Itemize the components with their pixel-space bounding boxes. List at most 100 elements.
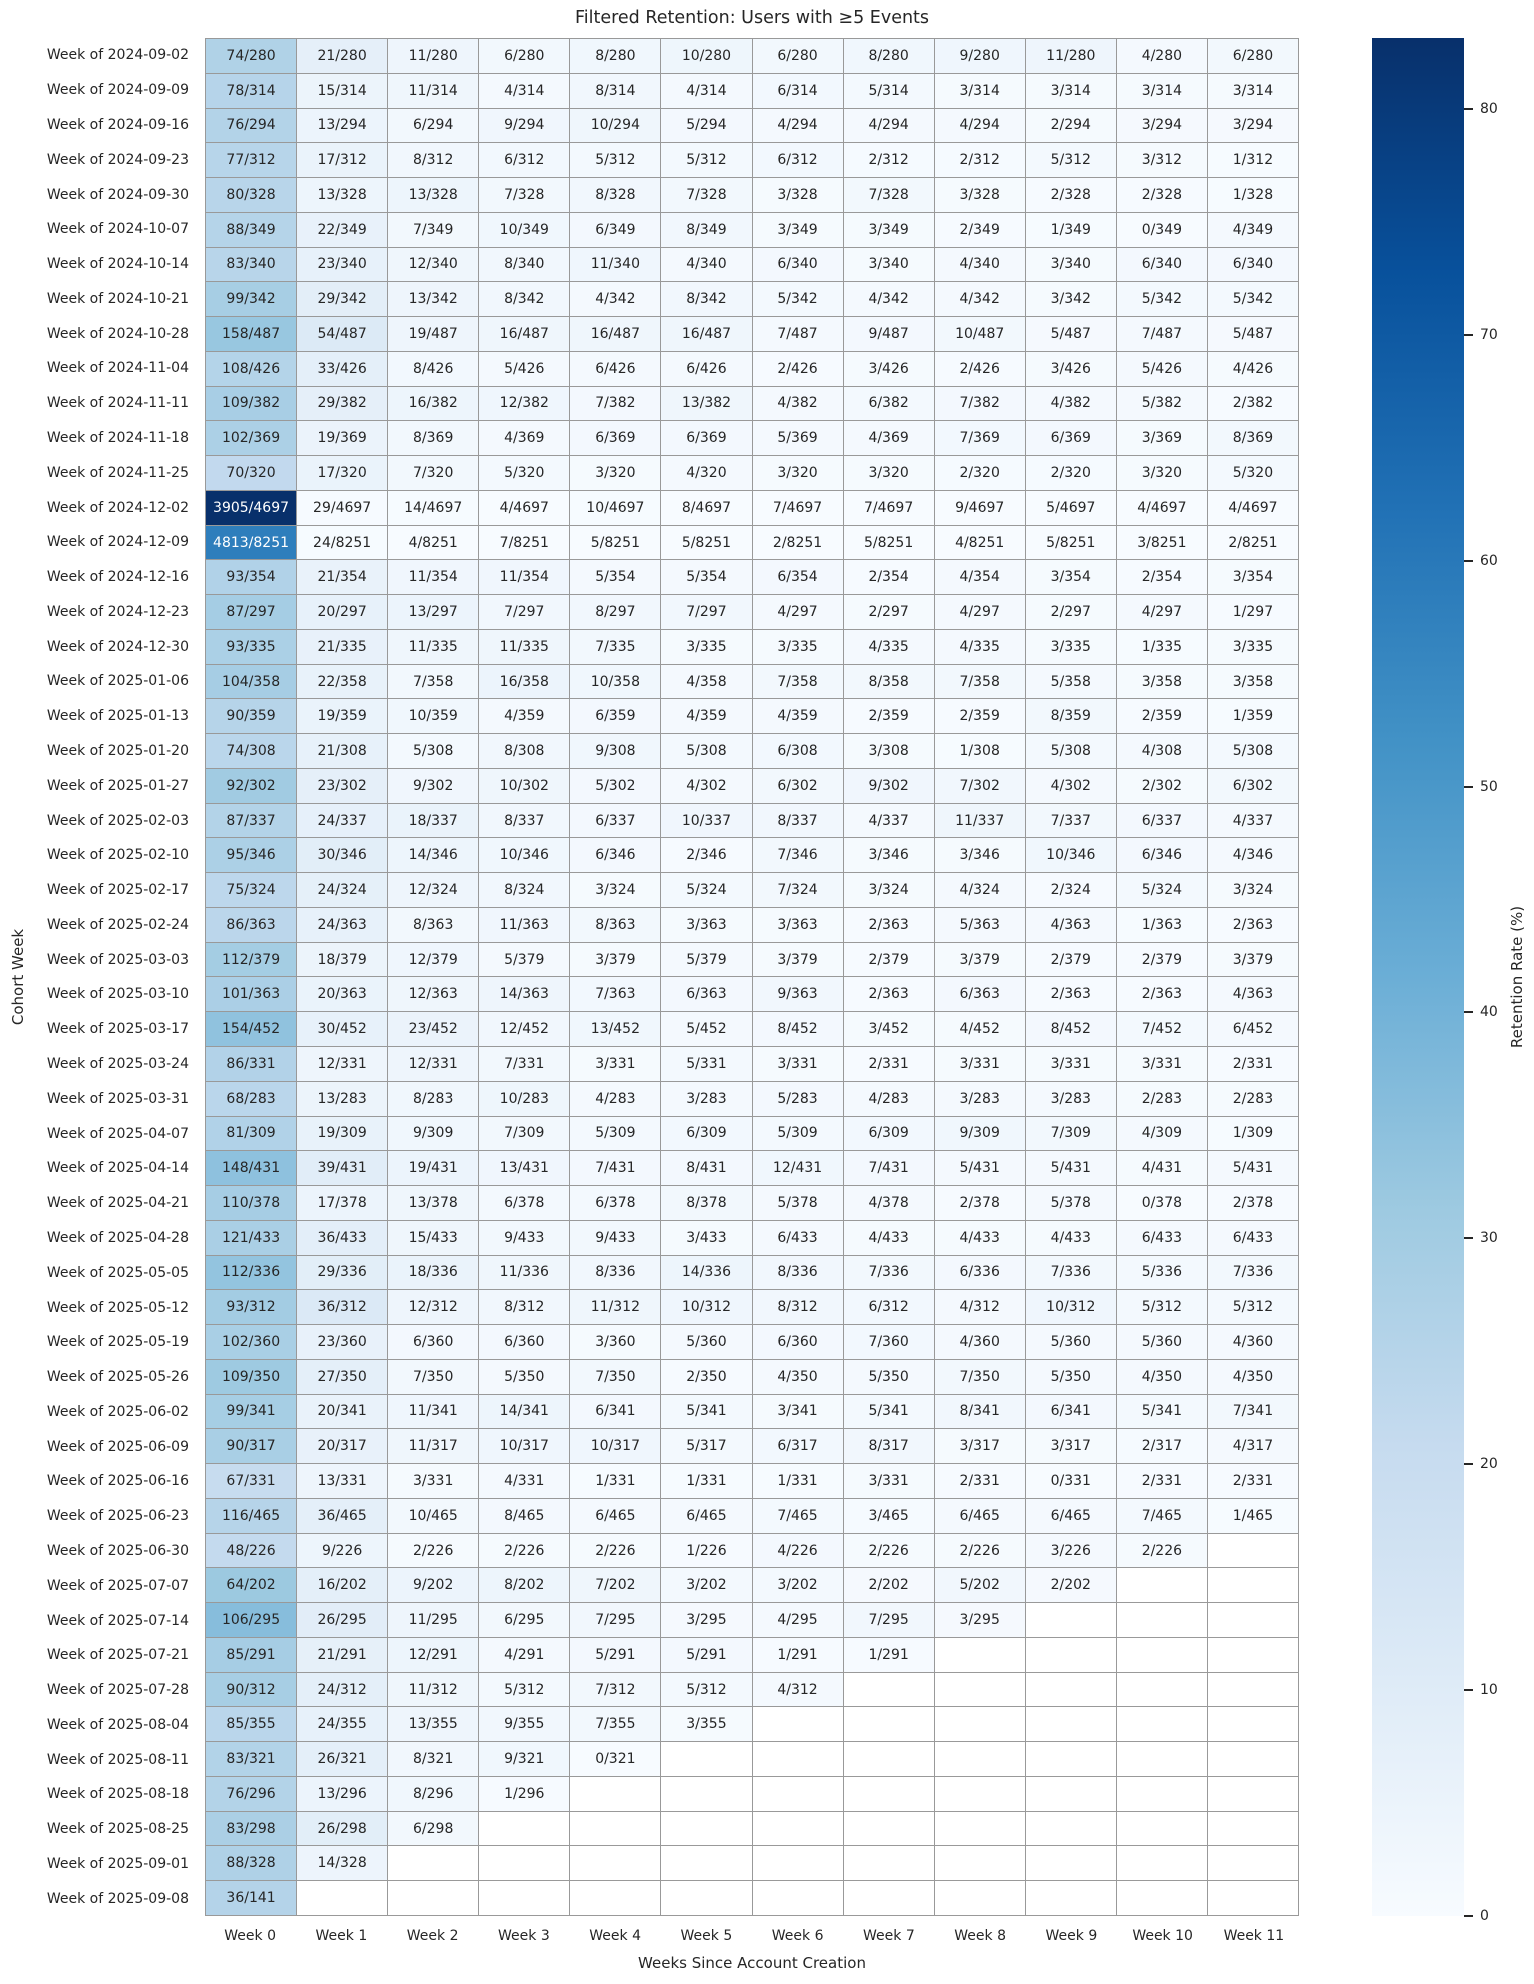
y-tick-label: Week of 2025-07-21 (46, 1647, 189, 1664)
heatmap-cell: 0/349 (1116, 212, 1207, 247)
heatmap-cell: 4/8251 (934, 525, 1025, 560)
heatmap-cell: 3/426 (843, 351, 934, 386)
heatmap-cell (388, 1846, 479, 1881)
heatmap-cell (1207, 1603, 1298, 1637)
heatmap-cell: 11/354 (388, 560, 479, 595)
heatmap-cell: 6/369 (570, 421, 661, 456)
heatmap-cell: 3/320 (1116, 456, 1207, 490)
heatmap-cell: 3/331 (934, 1047, 1025, 1081)
heatmap-cell: 3/358 (1116, 664, 1207, 699)
heatmap-cell: 99/342 (206, 282, 297, 317)
y-axis-tick-labels: Week of 2024-09-02 Week of 2024-09-09 Week… (0, 38, 197, 1916)
heatmap-cell: 14/341 (479, 1394, 570, 1429)
heatmap-cell: 92/302 (206, 768, 297, 803)
heatmap-cell: 2/324 (1025, 873, 1116, 907)
heatmap-cell: 23/452 (388, 1012, 479, 1047)
heatmap-cell: 4/342 (934, 282, 1025, 317)
y-tick-label: Week of 2025-08-11 (46, 1751, 189, 1768)
heatmap-cell: 4/350 (1116, 1359, 1207, 1394)
y-tick-label: Week of 2025-04-21 (46, 1195, 189, 1212)
heatmap-cell: 4/340 (934, 247, 1025, 282)
heatmap-cell: 158/487 (206, 317, 297, 351)
y-tick-label: Week of 2025-09-01 (46, 1856, 189, 1873)
heatmap-cell: 5/309 (752, 1116, 843, 1151)
heatmap-cell: 4/433 (934, 1220, 1025, 1255)
heatmap-cell: 2/331 (1207, 1464, 1298, 1498)
heatmap-cell (934, 1846, 1025, 1881)
heatmap-cell: 11/341 (388, 1394, 479, 1429)
heatmap-cell: 3/295 (934, 1603, 1025, 1637)
heatmap-cell: 12/431 (752, 1151, 843, 1186)
heatmap-cell: 30/346 (297, 838, 388, 873)
heatmap-cell: 4/280 (1116, 39, 1207, 73)
y-tick-label: Week of 2024-12-30 (46, 638, 189, 655)
heatmap-cell: 1/331 (752, 1464, 843, 1498)
heatmap-cell: 18/379 (297, 942, 388, 977)
heatmap-cell: 4/331 (479, 1464, 570, 1498)
heatmap-cell: 4/354 (934, 560, 1025, 595)
heatmap-cell: 87/297 (206, 595, 297, 629)
heatmap-cell: 1/331 (661, 1464, 752, 1498)
heatmap-cell: 2/426 (752, 351, 843, 386)
heatmap-cell: 8/369 (1207, 421, 1298, 456)
heatmap-cell: 6/433 (752, 1220, 843, 1255)
heatmap-cell: 5/336 (1116, 1255, 1207, 1290)
heatmap-cell (661, 1811, 752, 1846)
heatmap-cell (1207, 1568, 1298, 1603)
heatmap-cell: 7/295 (843, 1603, 934, 1637)
heatmap-cell: 4/350 (1207, 1359, 1298, 1394)
heatmap-cell: 112/336 (206, 1255, 297, 1290)
heatmap-cell: 6/302 (1207, 768, 1298, 803)
heatmap-cell: 93/335 (206, 629, 297, 664)
heatmap-cell: 29/336 (297, 1255, 388, 1290)
y-tick-label: Week of 2025-02-03 (46, 812, 189, 829)
heatmap-cell: 2/226 (570, 1533, 661, 1568)
heatmap-cell: 2/328 (1116, 178, 1207, 212)
heatmap-cell: 78/314 (206, 73, 297, 108)
y-tick-label: Week of 2025-02-24 (46, 916, 189, 933)
heatmap-cell: 11/312 (570, 1290, 661, 1325)
heatmap-cell: 4/294 (934, 108, 1025, 143)
heatmap-cell: 6/363 (661, 977, 752, 1012)
heatmap-cell: 93/354 (206, 560, 297, 595)
heatmap-cell: 8/317 (843, 1429, 934, 1464)
heatmap-cell: 9/302 (843, 768, 934, 803)
heatmap-cell (570, 1811, 661, 1846)
heatmap-cell: 6/336 (934, 1255, 1025, 1290)
heatmap-grid: 74/280 21/280 11/280 6/280 8/280 10/280 6/280 8… (205, 38, 1299, 1916)
heatmap-cell: 10/487 (934, 317, 1025, 351)
heatmap-cell (1207, 1707, 1298, 1742)
y-tick-label: Week of 2025-07-28 (46, 1682, 189, 1699)
heatmap-cell: 10/294 (570, 108, 661, 143)
heatmap-cell: 2/350 (661, 1359, 752, 1394)
y-tick-label: Week of 2025-01-27 (46, 777, 189, 794)
y-tick-label: Week of 2025-03-03 (46, 951, 189, 968)
heatmap-cell: 24/363 (297, 907, 388, 942)
heatmap-cell: 5/358 (1025, 664, 1116, 699)
heatmap-cell: 6/341 (570, 1394, 661, 1429)
heatmap-cell: 2/8251 (752, 525, 843, 560)
y-tick-label: Week of 2025-06-02 (46, 1403, 189, 1420)
heatmap-cell: 17/378 (297, 1186, 388, 1220)
y-tick-label: Week of 2024-10-21 (46, 290, 189, 307)
heatmap-cell: 5/320 (1207, 456, 1298, 490)
y-tick-label: Week of 2024-10-07 (46, 221, 189, 238)
heatmap-cell: 7/350 (570, 1359, 661, 1394)
heatmap-cell: 8/202 (479, 1568, 570, 1603)
colorbar-tick (1464, 1463, 1473, 1466)
heatmap-cell: 8/4697 (661, 490, 752, 525)
heatmap-cell: 5/341 (843, 1394, 934, 1429)
heatmap-cell: 7/336 (1025, 1255, 1116, 1290)
heatmap-cell: 5/487 (1207, 317, 1298, 351)
heatmap-cell: 23/340 (297, 247, 388, 282)
heatmap-cell: 11/336 (479, 1255, 570, 1290)
heatmap-cell (1116, 1672, 1207, 1707)
heatmap-cell: 5/379 (479, 942, 570, 977)
heatmap-cell: 7/382 (934, 386, 1025, 421)
heatmap-cell: 20/363 (297, 977, 388, 1012)
heatmap-cell: 109/350 (206, 1359, 297, 1394)
heatmap-cell: 6/346 (570, 838, 661, 873)
heatmap-cell: 1/465 (1207, 1498, 1298, 1533)
y-tick-label: Week of 2024-09-30 (46, 186, 189, 203)
heatmap-cell: 8/359 (1025, 699, 1116, 734)
